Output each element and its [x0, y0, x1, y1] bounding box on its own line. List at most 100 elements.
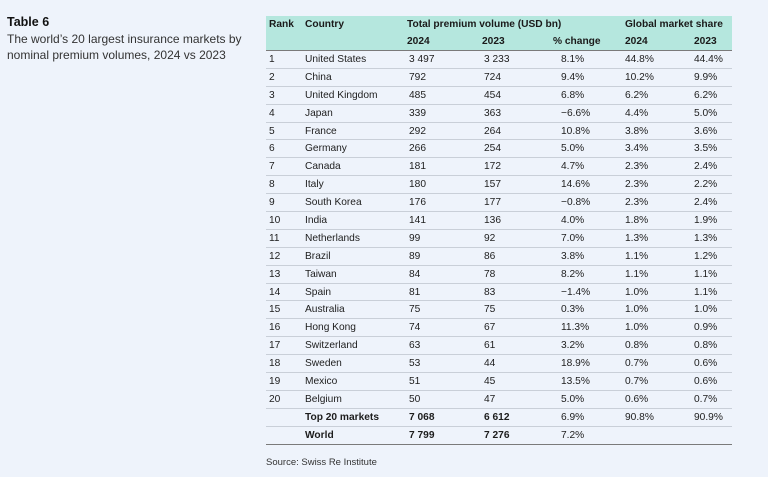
cell-rank-empty: [266, 407, 301, 427]
cell-pct: 11.3%: [549, 318, 621, 338]
cell-v23: 3 233: [478, 50, 549, 69]
cell-v24: 74: [403, 318, 478, 338]
header-empty-country: [301, 33, 403, 51]
cell-rank: 19: [266, 372, 301, 391]
cell-s23: 1.9%: [690, 211, 732, 230]
table-row: 17 Switzerland 63 61 3.2% 0.8% 0.8%: [266, 336, 732, 356]
cell-rank: 18: [266, 354, 301, 374]
header-premium-2023: 2023: [478, 33, 549, 51]
cell-s24: 1.0%: [621, 283, 690, 302]
source-note: Source: Swiss Re Institute: [266, 457, 377, 468]
header-rank: Rank: [269, 19, 294, 30]
table-row: 3 United Kingdom 485 454 6.8% 6.2% 6.2%: [266, 86, 732, 105]
cell-rank: 1: [266, 50, 301, 69]
table-title: The world’s 20 largest insurance markets…: [7, 32, 242, 62]
cell-s23: 1.1%: [690, 265, 732, 284]
cell-v23: 157: [478, 175, 549, 195]
table-row: 18 Sweden 53 44 18.9% 0.7% 0.6%: [266, 354, 732, 374]
cell-s23: 2.4%: [690, 193, 732, 213]
cell-v24: 176: [403, 193, 478, 213]
cell-pct: 4.0%: [549, 211, 621, 230]
cell-country: Brazil: [301, 247, 403, 266]
cell-s24: 1.8%: [621, 211, 690, 230]
cell-country: Canada: [301, 157, 403, 177]
table-row: 10 India 141 136 4.0% 1.8% 1.9%: [266, 211, 732, 230]
cell-s24: 0.7%: [621, 372, 690, 391]
cell-v23: 78: [478, 265, 549, 284]
cell-country: Taiwan: [301, 265, 403, 284]
cell-s23: 2.4%: [690, 157, 732, 177]
cell-pct: 4.7%: [549, 157, 621, 177]
cell-s23: 1.0%: [690, 300, 732, 320]
cell-s24: 3.4%: [621, 139, 690, 159]
cell-v23: 45: [478, 372, 549, 391]
table-row: 19 Mexico 51 45 13.5% 0.7% 0.6%: [266, 372, 732, 391]
table-row: 6 Germany 266 254 5.0% 3.4% 3.5%: [266, 139, 732, 159]
cell-v24: 99: [403, 229, 478, 248]
total-row: World 7 799 7 276 7.2%: [266, 425, 732, 445]
header-row-years: 2024 2023 % change 2024 2023: [266, 33, 732, 51]
cell-v23: 136: [478, 211, 549, 230]
table-row: 12 Brazil 89 86 3.8% 1.1% 1.2%: [266, 247, 732, 266]
table-label: Table 6: [7, 15, 50, 29]
cell-country: Italy: [301, 175, 403, 195]
table-caption: Table 6 The world’s 20 largest insurance…: [7, 15, 252, 63]
cell-s23: 9.9%: [690, 68, 732, 87]
cell-pct: 6.8%: [549, 86, 621, 105]
cell-country: France: [301, 122, 403, 141]
cell-s24: 0.6%: [621, 390, 690, 409]
cell-pct: 5.0%: [549, 139, 621, 159]
cell-v23: 83: [478, 283, 549, 302]
cell-country: India: [301, 211, 403, 230]
table-row: 20 Belgium 50 47 5.0% 0.6% 0.7%: [266, 390, 732, 409]
cell-country: Netherlands: [301, 229, 403, 248]
cell-s23: 44.4%: [690, 50, 732, 69]
cell-s23: 5.0%: [690, 104, 732, 123]
header-share-2024: 2024: [621, 33, 690, 51]
cell-country: Belgium: [301, 390, 403, 409]
cell-rank: 11: [266, 229, 301, 248]
cell-pct: 0.3%: [549, 300, 621, 320]
cell-s23: 3.6%: [690, 122, 732, 141]
table-row: 9 South Korea 176 177 −0.8% 2.3% 2.4%: [266, 193, 732, 213]
header-pct-change: % change: [549, 33, 621, 51]
total-cell-country: World: [301, 425, 403, 445]
cell-rank: 8: [266, 175, 301, 195]
cell-v24: 51: [403, 372, 478, 391]
table-row: 1 United States 3 497 3 233 8.1% 44.8% 44.4%: [266, 50, 732, 69]
insurance-markets-table: Rank Country Total premium volume (USD b…: [266, 16, 732, 445]
cell-rank: 13: [266, 265, 301, 284]
cell-pct: 8.2%: [549, 265, 621, 284]
total-cell-pct: 7.2%: [549, 425, 621, 445]
cell-s24: 2.3%: [621, 193, 690, 213]
cell-v24: 81: [403, 283, 478, 302]
cell-s23: 0.9%: [690, 318, 732, 338]
cell-pct: −0.8%: [549, 193, 621, 213]
cell-s24: 0.8%: [621, 336, 690, 356]
cell-v23: 454: [478, 86, 549, 105]
cell-country: Hong Kong: [301, 318, 403, 338]
cell-v24: 50: [403, 390, 478, 409]
header-row-groups: Rank Country Total premium volume (USD b…: [266, 16, 732, 33]
cell-rank: 17: [266, 336, 301, 356]
cell-pct: 3.8%: [549, 247, 621, 266]
table-row: 14 Spain 81 83 −1.4% 1.0% 1.1%: [266, 283, 732, 302]
header-global-share: Global market share: [625, 19, 723, 30]
cell-pct: 13.5%: [549, 372, 621, 391]
cell-v23: 254: [478, 139, 549, 159]
cell-v24: 141: [403, 211, 478, 230]
table-row: 8 Italy 180 157 14.6% 2.3% 2.2%: [266, 175, 732, 195]
cell-s24: 2.3%: [621, 175, 690, 195]
total-cell-v23: 6 612: [478, 407, 549, 427]
total-row: Top 20 markets 7 068 6 612 6.9% 90.8% 90.9%: [266, 407, 732, 427]
cell-s24: 1.1%: [621, 247, 690, 266]
total-cell-s24: 90.8%: [621, 407, 690, 427]
cell-s23: 0.6%: [690, 372, 732, 391]
header-empty-rank: [266, 33, 301, 51]
header-country: Country: [305, 19, 345, 30]
cell-s24: 1.3%: [621, 229, 690, 248]
total-cell-v23: 7 276: [478, 425, 549, 445]
cell-rank: 7: [266, 157, 301, 177]
cell-pct: 9.4%: [549, 68, 621, 87]
cell-s23: 0.8%: [690, 336, 732, 356]
